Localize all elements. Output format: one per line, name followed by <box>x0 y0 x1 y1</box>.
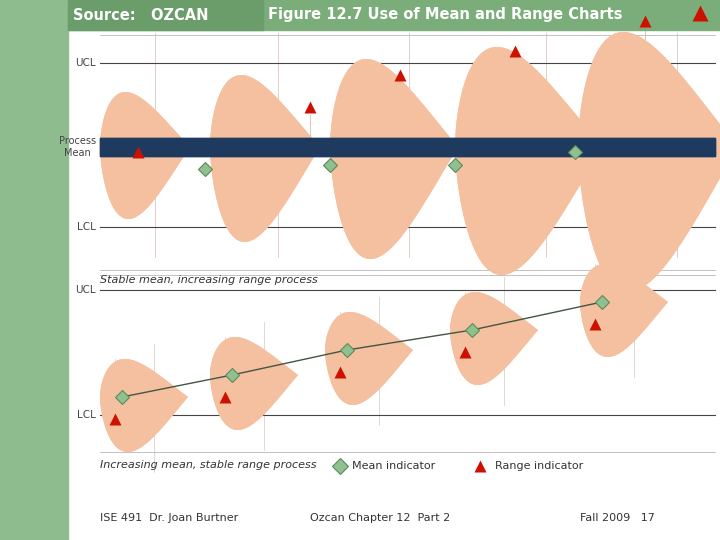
Polygon shape <box>100 359 188 452</box>
Text: LCL: LCL <box>77 222 96 232</box>
Polygon shape <box>325 312 413 405</box>
Text: Process
Mean: Process Mean <box>59 136 96 158</box>
Polygon shape <box>100 92 190 219</box>
Polygon shape <box>330 59 458 259</box>
Text: LCL: LCL <box>77 410 96 420</box>
Bar <box>100 138 715 156</box>
Polygon shape <box>100 359 188 452</box>
Bar <box>100 138 715 156</box>
Text: ISE 491  Dr. Joan Burtner: ISE 491 Dr. Joan Burtner <box>100 513 238 523</box>
Text: Stable mean, increasing range process: Stable mean, increasing range process <box>100 275 318 285</box>
Polygon shape <box>455 47 603 275</box>
Polygon shape <box>100 92 190 219</box>
Polygon shape <box>210 75 320 242</box>
Polygon shape <box>580 264 668 357</box>
Polygon shape <box>580 264 668 357</box>
Text: Ozcan Chapter 12  Part 2: Ozcan Chapter 12 Part 2 <box>310 513 450 523</box>
Polygon shape <box>450 292 538 385</box>
Polygon shape <box>450 292 538 385</box>
Text: UCL: UCL <box>76 285 96 295</box>
Polygon shape <box>455 47 603 275</box>
Polygon shape <box>210 75 320 242</box>
Bar <box>0 0 68 540</box>
Polygon shape <box>330 59 458 259</box>
Text: Mean indicator: Mean indicator <box>352 461 436 471</box>
Bar <box>68 0 263 30</box>
Polygon shape <box>210 337 298 430</box>
Polygon shape <box>578 32 720 292</box>
Polygon shape <box>325 312 413 405</box>
Bar <box>68 0 720 30</box>
Text: Increasing mean, stable range process: Increasing mean, stable range process <box>100 460 317 470</box>
Text: Range indicator: Range indicator <box>495 461 583 471</box>
Text: Fall 2009   17: Fall 2009 17 <box>580 513 655 523</box>
Polygon shape <box>210 337 298 430</box>
Text: Source:   OZCAN: Source: OZCAN <box>73 8 209 23</box>
Text: UCL: UCL <box>76 58 96 68</box>
Text: Figure 12.7 Use of Mean and Range Charts: Figure 12.7 Use of Mean and Range Charts <box>268 8 623 23</box>
Polygon shape <box>578 32 720 292</box>
